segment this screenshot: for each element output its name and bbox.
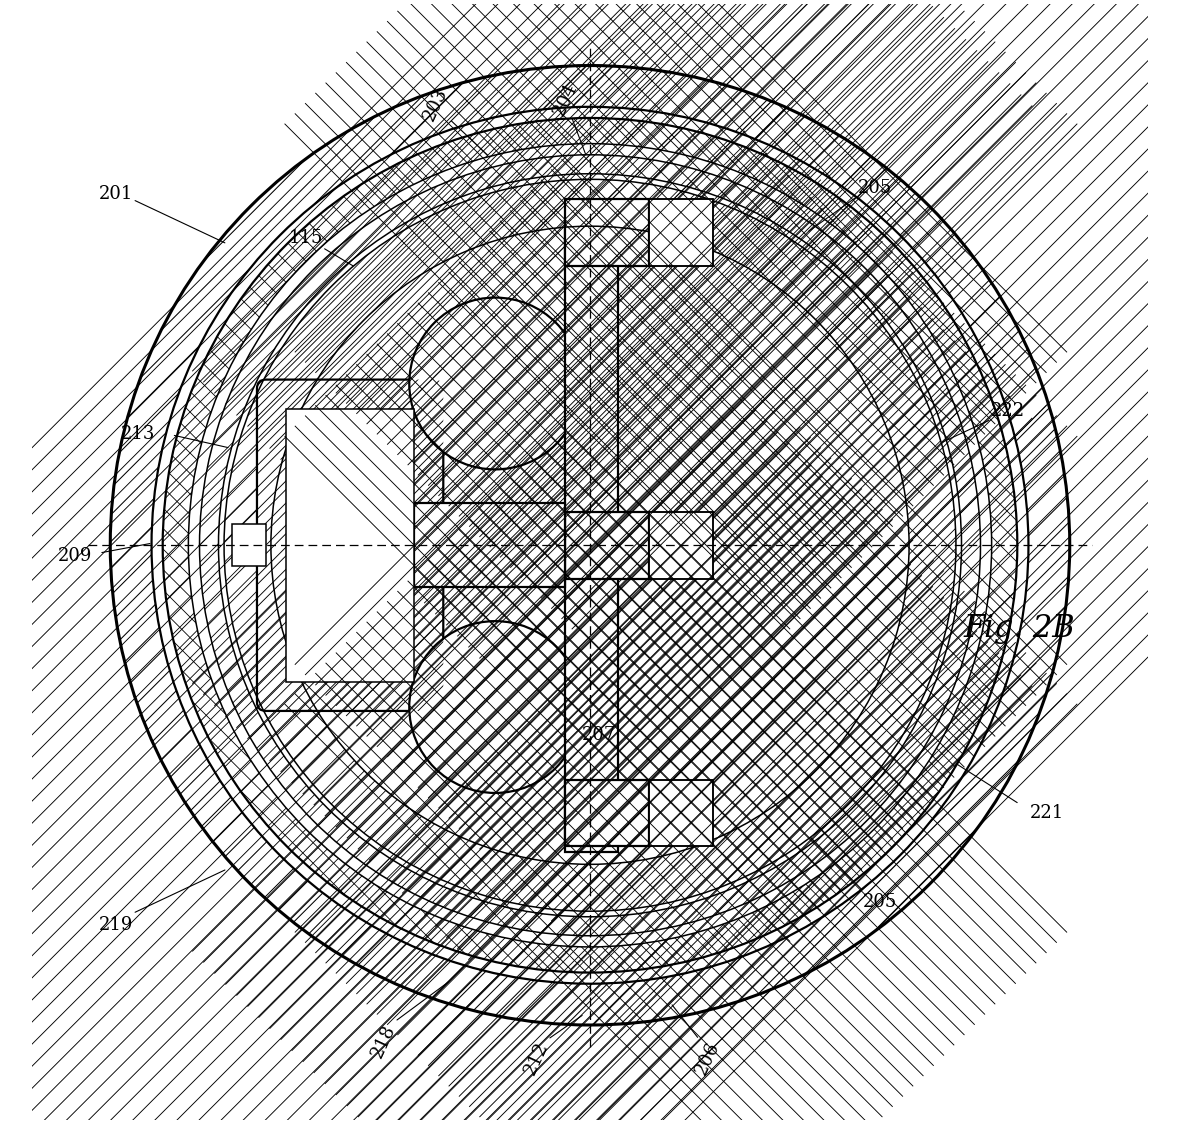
Bar — [649, 780, 713, 846]
Text: 204: 204 — [550, 80, 581, 118]
Text: 205: 205 — [863, 894, 897, 912]
FancyBboxPatch shape — [257, 380, 444, 711]
Text: 221: 221 — [1030, 804, 1064, 822]
Bar — [649, 511, 713, 579]
Bar — [565, 511, 649, 579]
Bar — [565, 227, 618, 852]
Bar — [414, 504, 565, 587]
Bar — [565, 199, 649, 266]
Circle shape — [409, 298, 581, 470]
Bar — [649, 199, 713, 266]
Bar — [565, 780, 649, 846]
Bar — [565, 199, 649, 266]
Bar — [232, 524, 266, 566]
Bar — [565, 227, 618, 852]
Text: 212: 212 — [522, 1040, 552, 1078]
Bar — [649, 780, 713, 846]
Text: 206: 206 — [691, 1039, 722, 1078]
Circle shape — [231, 185, 949, 905]
Text: 222: 222 — [991, 402, 1025, 420]
Text: 218: 218 — [368, 1023, 399, 1061]
Bar — [565, 780, 649, 846]
Text: 203: 203 — [420, 85, 452, 124]
Circle shape — [409, 622, 581, 792]
Text: 209: 209 — [58, 547, 92, 565]
Bar — [286, 409, 414, 682]
Bar — [565, 511, 649, 579]
Bar — [649, 199, 713, 266]
Text: 213: 213 — [122, 425, 156, 443]
Bar — [649, 199, 713, 266]
Bar — [649, 780, 713, 846]
Text: 219: 219 — [99, 916, 133, 934]
Text: Fig. 2B: Fig. 2B — [964, 614, 1075, 644]
Text: 205: 205 — [858, 179, 892, 197]
Text: 115: 115 — [288, 229, 322, 247]
Bar — [649, 511, 713, 579]
Text: 207: 207 — [582, 726, 616, 744]
Bar — [649, 511, 713, 579]
Text: 201: 201 — [99, 184, 133, 202]
